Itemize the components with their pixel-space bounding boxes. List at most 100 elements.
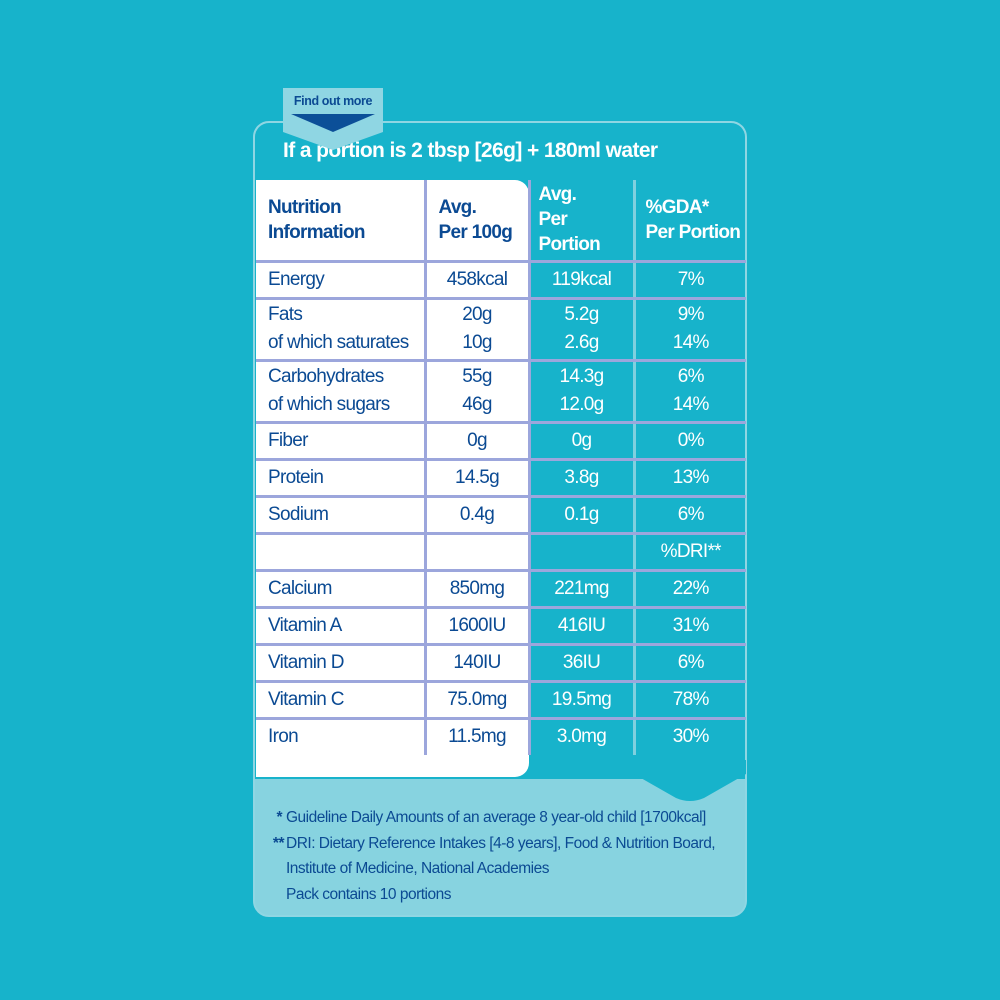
- percent-value: 31%: [634, 607, 746, 646]
- tab-arrow-bg: [283, 132, 383, 150]
- find-out-more-label: Find out more: [293, 94, 373, 108]
- value-sub: 10g: [462, 332, 492, 353]
- percent-value: 6%: [634, 496, 746, 535]
- footnotes: * Guideline Daily Amounts of an average …: [262, 805, 716, 908]
- per-portion-value: 3.8g: [529, 459, 636, 498]
- nutrition-table: Nutrition Information Avg. Per 100g Avg.…: [256, 180, 746, 755]
- per-100g-value: 458kcal: [425, 261, 531, 300]
- percent-value: 30%: [672, 726, 710, 748]
- nutrient-name: Fats of which saturates: [256, 298, 427, 362]
- find-out-more-button[interactable]: Find out more: [283, 88, 383, 150]
- nutrient-name: Vitamin C: [256, 681, 427, 720]
- table-header-row: Nutrition Information Avg. Per 100g Avg.…: [256, 180, 746, 263]
- header-line: Nutrition: [268, 196, 342, 218]
- header-line: Avg.: [438, 196, 477, 218]
- table-row: Vitamin D 140IU 36IU 6%: [256, 644, 746, 683]
- value-main: 5.2g: [564, 304, 599, 325]
- header-line: Per Portion: [538, 209, 601, 256]
- value-sub: 2.6g: [564, 332, 599, 353]
- footnote-text: Guideline Daily Amounts of an average 8 …: [286, 809, 706, 826]
- footnote-text: DRI: Dietary Reference Intakes [4-8 year…: [286, 834, 716, 852]
- footnote-pack: Pack contains 10 portions: [262, 882, 715, 908]
- nutrient-name: Fiber: [256, 422, 427, 461]
- header-line: %GDA*: [645, 196, 710, 218]
- percent-value: 7%: [634, 261, 746, 300]
- table-row: Sodium 0.4g 0.1g 6%: [256, 496, 746, 535]
- nutrient-name: Calcium: [256, 570, 427, 609]
- per-portion-value: 119kcal: [529, 261, 636, 300]
- value-main: 6%: [677, 366, 705, 387]
- table-row: Calcium 850mg 221mg 22%: [256, 570, 746, 609]
- table-row: Carbohydrates of which sugars 55g 46g 14…: [256, 360, 746, 424]
- per-100g-value: 850mg: [425, 570, 531, 609]
- per-100g-value: 140IU: [425, 644, 531, 683]
- value-main: 14.3g: [559, 366, 604, 387]
- percent-value: 22%: [634, 570, 746, 609]
- gda-column-tail: [634, 760, 746, 801]
- nutrient-name: Sodium: [256, 496, 427, 535]
- per-portion-value: [529, 533, 636, 572]
- percent-value: 78%: [634, 681, 746, 720]
- value-main: 20g: [462, 304, 492, 325]
- header-line: Avg.: [538, 184, 577, 206]
- nutrient-name: Iron: [256, 718, 427, 755]
- percent-value: 6% 14%: [634, 360, 746, 424]
- table-row: Fats of which saturates 20g 10g 5.2g 2.6…: [256, 298, 746, 362]
- percent-value: 9% 14%: [634, 298, 746, 362]
- header-line: Per Portion: [645, 221, 741, 243]
- footnote-gda: * Guideline Daily Amounts of an average …: [262, 805, 715, 831]
- per-portion-value: 0g: [529, 422, 636, 461]
- header-avg-per-portion: Avg. Per Portion: [529, 180, 636, 263]
- value-sub: 14%: [672, 332, 710, 353]
- per-portion-value: 0.1g: [529, 496, 636, 535]
- per-100g-value: [425, 533, 531, 572]
- value-sub: 12.0g: [559, 394, 604, 415]
- per-portion-value: 14.3g 12.0g: [529, 360, 636, 424]
- per-portion-value: 5.2g 2.6g: [529, 298, 636, 362]
- per-100g-value: 1600IU: [425, 607, 531, 646]
- percent-value: 6%: [634, 644, 746, 683]
- nutrient-name: [256, 533, 427, 572]
- per-portion-value: 221mg: [529, 570, 636, 609]
- value-main: 55g: [462, 366, 492, 387]
- nutrient-name: Vitamin D: [256, 644, 427, 683]
- down-arrow-icon: [291, 114, 375, 132]
- per-100g-value: 14.5g: [425, 459, 531, 498]
- percent-value: 13%: [634, 459, 746, 498]
- nutrient-name: Carbohydrates of which sugars: [256, 360, 427, 424]
- footnote-text: Institute of Medicine, National Academie…: [286, 860, 549, 877]
- per-portion-value: 19.5mg: [529, 681, 636, 720]
- nutrient-name: Vitamin A: [256, 607, 427, 646]
- nutrient-main: Carbohydrates: [268, 366, 384, 387]
- dri-label: %DRI**: [634, 533, 746, 572]
- value-sub: 14%: [672, 394, 710, 415]
- value-main: 9%: [677, 304, 705, 325]
- footnote-marker: *: [276, 809, 282, 826]
- per-100g-value: 55g 46g: [425, 360, 531, 424]
- header-nutrition-information: Nutrition Information: [256, 180, 427, 263]
- table-row: Vitamin A 1600IU 416IU 31%: [256, 607, 746, 646]
- nutrient-sub: of which saturates: [268, 332, 409, 353]
- per-portion-value: 416IU: [529, 607, 636, 646]
- table-row: Protein 14.5g 3.8g 13%: [256, 459, 746, 498]
- table-row: Iron 11.5mg 3.0mg 30%: [256, 718, 746, 755]
- footnote-dri: ** DRI: Dietary Reference Intakes [4-8 y…: [262, 831, 716, 857]
- nutrient-name: Protein: [256, 459, 427, 498]
- footnote-dri-cont: Institute of Medicine, National Academie…: [262, 856, 715, 882]
- per-portion-value: 3.0mg: [529, 718, 636, 755]
- header-line: Per 100g: [438, 221, 513, 243]
- header-line: Information: [268, 221, 365, 243]
- table-row: Fiber 0g 0g 0%: [256, 422, 746, 461]
- nutrient-name: Energy: [256, 261, 427, 300]
- per-100g-value: 75.0mg: [425, 681, 531, 720]
- per-100g-value: 0.4g: [425, 496, 531, 535]
- nutrient-sub: of which sugars: [268, 394, 390, 415]
- footnote-marker: **: [272, 834, 285, 852]
- per-100g-value: 20g 10g: [425, 298, 531, 362]
- table-row: Vitamin C 75.0mg 19.5mg 78%: [256, 681, 746, 720]
- dri-header-row: %DRI**: [256, 533, 746, 572]
- header-avg-per-100g: Avg. Per 100g: [425, 180, 531, 263]
- percent-value: 0%: [634, 422, 746, 461]
- header-gda-per-portion: %GDA* Per Portion: [634, 180, 746, 263]
- footnote-text: Pack contains 10 portions: [286, 885, 452, 903]
